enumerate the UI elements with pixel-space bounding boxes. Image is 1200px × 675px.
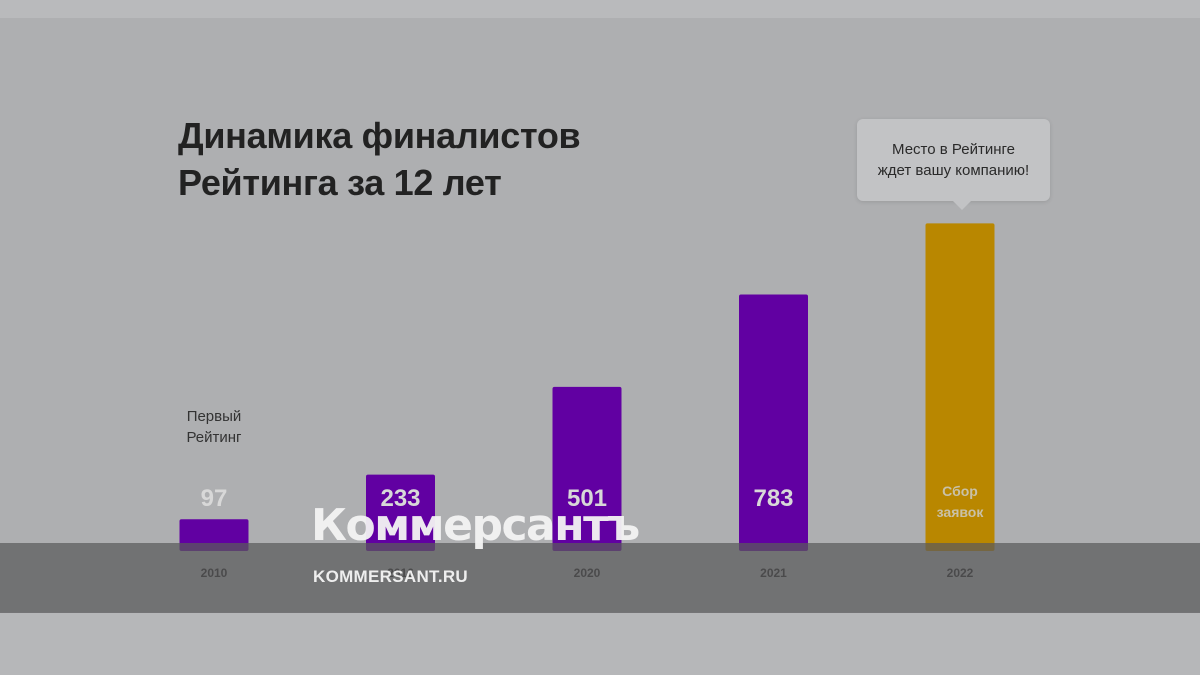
- bar-2022: [925, 223, 995, 551]
- watermark-url: KOMMERSANT.RU: [313, 567, 469, 586]
- chart-title-line-1: Динамика финалистов: [178, 115, 581, 156]
- top-strip: [0, 0, 1200, 18]
- chart-title: Динамика финалистов Рейтинга за 12 лет: [178, 112, 581, 206]
- watermark-logo: Коммерсантъ: [311, 500, 640, 551]
- bottom-strip: [0, 612, 1200, 675]
- watermark-band: [0, 543, 1200, 613]
- bar-2016: [366, 474, 435, 551]
- tooltip-callout: Место в Рейтинге ждет вашу компанию!: [857, 119, 1050, 210]
- first-rating-annotation-line-2: Рейтинг: [186, 429, 242, 446]
- data-label-2021: 783: [753, 485, 793, 512]
- chart-title-line-2: Рейтинга за 12 лет: [178, 162, 502, 203]
- tooltip-line-2: ждет вашу компанию!: [877, 162, 1030, 179]
- first-rating-annotation-line-1: Первый: [186, 408, 242, 425]
- data-label-2010: 97: [201, 485, 228, 512]
- first-rating-annotation: Первый Рейтинг: [164, 406, 264, 448]
- data-label-2016: 233: [380, 485, 420, 512]
- bar-2021: [739, 294, 808, 551]
- tooltip-line-1: Место в Рейтинге: [892, 141, 1015, 158]
- bar-2020: [552, 386, 622, 551]
- data-label-2022-line-1: Сбор: [942, 483, 978, 499]
- data-label-2020: 501: [567, 485, 607, 512]
- data-label-2022-line-2: заявок: [937, 504, 985, 520]
